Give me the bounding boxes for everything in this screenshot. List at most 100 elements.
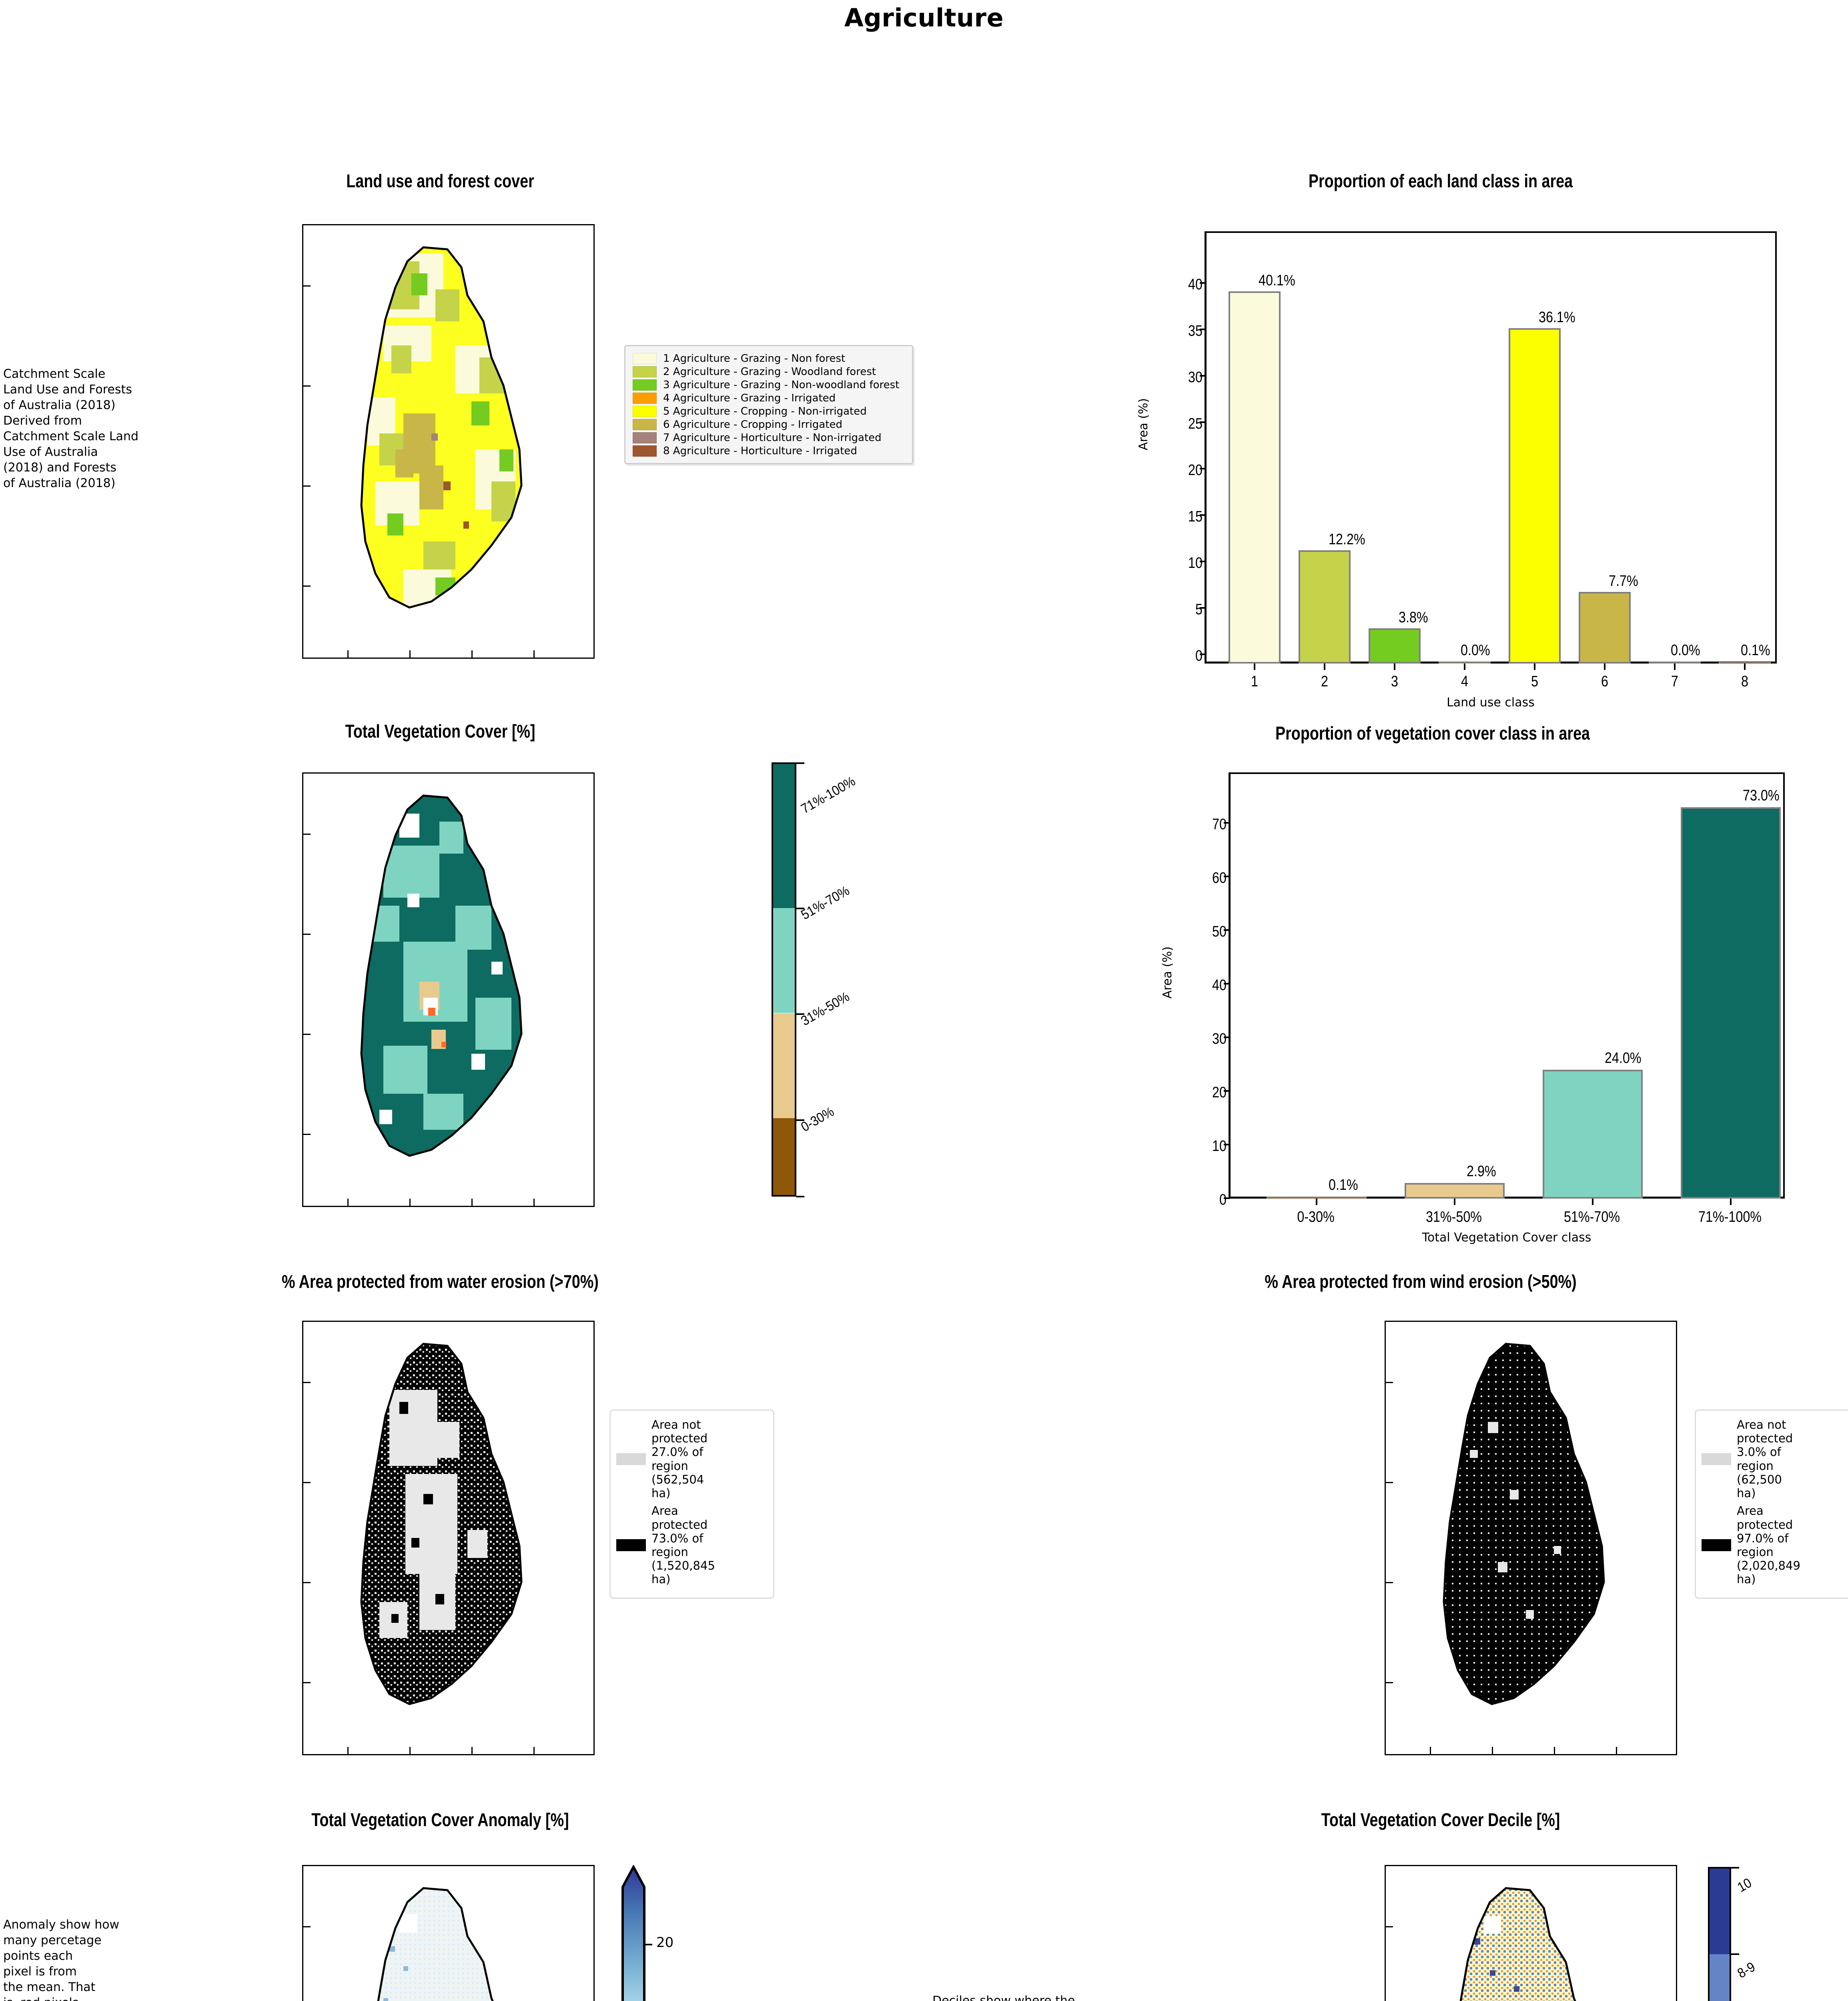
legend-label-protected: Area protected 73.0% of region (1,520,84…: [651, 1504, 715, 1586]
anomaly-raster: [361, 1887, 521, 2001]
y-tick-label: 35: [1188, 323, 1203, 339]
vegcover-colorbar[interactable]: [772, 762, 796, 1197]
bar-value-label: 0.0%: [1671, 642, 1700, 659]
vegcover-chart-title: Proportion of vegetation cover class in …: [1275, 723, 1590, 744]
landuse-chart-title: Proportion of each land class in area: [1308, 170, 1573, 191]
bar-0-30[interactable]: [1267, 1197, 1367, 1199]
water-erosion-map[interactable]: [302, 1321, 595, 1755]
legend-label: 1 Agriculture - Grazing - Non forest: [663, 352, 846, 365]
legend-swatch-protected: [1702, 1539, 1731, 1551]
bar-31-50[interactable]: [1405, 1183, 1505, 1199]
y-tick-label: 25: [1188, 415, 1203, 432]
y-axis-label: Area (%): [1136, 398, 1150, 451]
bar-value-label: 0.1%: [1329, 1177, 1358, 1193]
wind-erosion-title: % Area protected from wind erosion (>50%…: [1265, 1271, 1577, 1292]
bar-value-label: 0.1%: [1741, 642, 1770, 659]
anomaly-colorbar[interactable]: [619, 1865, 647, 2001]
legend-item[interactable]: 4 Agriculture - Grazing - Irrigated: [633, 391, 905, 405]
bar-4[interactable]: [1439, 662, 1491, 664]
landuse-bar-chart[interactable]: 0 5 10 15 20 25 30 35 40 40.1% 12.2% 3.8…: [1136, 216, 1789, 710]
bar-value-label: 40.1%: [1259, 272, 1295, 289]
x-tick-label: 2: [1321, 673, 1328, 690]
legend-label: 6 Agriculture - Cropping - Irrigated: [663, 418, 842, 431]
bar-3[interactable]: [1369, 628, 1421, 664]
legend-swatch: [633, 432, 657, 443]
x-tick-label: 71%-100%: [1698, 1209, 1762, 1225]
anomaly-title: Total Vegetation Cover Anomaly [%]: [311, 1809, 569, 1830]
x-tick-label: 6: [1601, 673, 1608, 690]
bar-2[interactable]: [1299, 550, 1351, 664]
legend-item-protected[interactable]: Area protected 97.0% of region (2,020,84…: [1702, 1504, 1848, 1586]
x-tick-label: 51%-70%: [1563, 1209, 1620, 1225]
wind-erosion-legend[interactable]: Area not protected 3.0% of region (62,50…: [1695, 1410, 1848, 1599]
y-tick-label: 40: [1188, 276, 1203, 293]
colorbar-label: 10: [1735, 1875, 1754, 1895]
colorbar-label: 31%-50%: [798, 989, 852, 1029]
legend-item[interactable]: 6 Agriculture - Cropping - Irrigated: [633, 418, 905, 431]
y-tick-label: 0: [1219, 1191, 1227, 1208]
landuse-map-raster: [360, 246, 523, 609]
vegcover-bar-chart[interactable]: 0 10 20 30 40 50 60 70 0.1% 2.9% 24.0% 7…: [1161, 772, 1789, 1245]
x-tick-label: 8: [1741, 673, 1748, 690]
y-tick-label: 30: [1212, 1031, 1227, 1047]
colorbar-label: 71%-100%: [798, 773, 858, 817]
y-tick-label: 0: [1195, 648, 1203, 664]
bar-7[interactable]: [1649, 662, 1701, 664]
legend-item-not-protected[interactable]: Area not protected 3.0% of region (62,50…: [1702, 1418, 1848, 1500]
bar-6[interactable]: [1579, 592, 1631, 664]
wind-erosion-map[interactable]: [1385, 1321, 1677, 1755]
vegcover-map-title: Total Vegetation Cover [%]: [345, 721, 535, 742]
landuse-map[interactable]: [302, 224, 595, 659]
wind-erosion-raster: [1443, 1343, 1605, 1705]
y-tick-label: 40: [1212, 977, 1227, 994]
decile-map[interactable]: [1385, 1865, 1677, 2001]
bar-value-label: 2.9%: [1467, 1163, 1496, 1180]
colorbar-segment: [1710, 1869, 1730, 1954]
legend-swatch: [633, 419, 657, 430]
plot-area: [1229, 772, 1785, 1199]
legend-item[interactable]: 1 Agriculture - Grazing - Non forest: [633, 352, 905, 365]
legend-swatch: [633, 405, 657, 417]
y-tick-label: 10: [1188, 555, 1203, 571]
water-erosion-legend[interactable]: Area not protected 27.0% of region (562,…: [609, 1410, 774, 1599]
legend-item-not-protected[interactable]: Area not protected 27.0% of region (562,…: [616, 1418, 768, 1500]
legend-label: 2 Agriculture - Grazing - Woodland fores…: [663, 365, 876, 378]
decile-title: Total Vegetation Cover Decile [%]: [1321, 1809, 1560, 1830]
bar-value-label: 36.1%: [1539, 309, 1575, 326]
legend-label-protected: Area protected 97.0% of region (2,020,84…: [1737, 1504, 1800, 1586]
legend-label-not-protected: Area not protected 27.0% of region (562,…: [651, 1418, 708, 1500]
x-tick-label: 7: [1671, 673, 1678, 690]
vegcover-map[interactable]: [302, 772, 595, 1207]
bar-8[interactable]: [1719, 661, 1771, 664]
bar-value-label: 3.8%: [1399, 609, 1428, 626]
legend-swatch-not-protected: [1702, 1453, 1731, 1465]
colorbar-label: 51%-70%: [798, 883, 852, 923]
bar-71-100[interactable]: [1681, 807, 1781, 1199]
x-tick-label: 5: [1531, 673, 1538, 690]
anomaly-note: Anomaly show how many percetage points e…: [3, 1918, 120, 2001]
water-erosion-title: % Area protected from water erosion (>70…: [282, 1271, 599, 1292]
colorbar-segment: [773, 1013, 795, 1119]
bar-5[interactable]: [1509, 328, 1561, 664]
decile-note: Deciles show where the pixel value lies …: [932, 1994, 1075, 2001]
legend-label-not-protected: Area not protected 3.0% of region (62,50…: [1737, 1418, 1793, 1500]
legend-item[interactable]: 7 Agriculture - Horticulture - Non-irrig…: [633, 431, 905, 444]
legend-swatch: [633, 392, 657, 404]
y-tick-label: 50: [1212, 923, 1227, 940]
x-tick-label: 0-30%: [1297, 1209, 1335, 1225]
legend-label: 8 Agriculture - Horticulture - Irrigated: [663, 445, 857, 457]
legend-item-protected[interactable]: Area protected 73.0% of region (1,520,84…: [616, 1504, 768, 1586]
anomaly-map[interactable]: [302, 1865, 595, 2001]
bar-51-70[interactable]: [1543, 1070, 1643, 1199]
y-axis-label: Area (%): [1161, 946, 1175, 999]
legend-item[interactable]: 8 Agriculture - Horticulture - Irrigated: [633, 444, 905, 457]
decile-colorbar[interactable]: [1708, 1867, 1731, 2001]
colorbar-tick-label: 20: [656, 1935, 674, 1951]
bar-1[interactable]: [1229, 291, 1281, 664]
legend-item[interactable]: 3 Agriculture - Grazing - Non-woodland f…: [633, 378, 905, 391]
x-tick-label: 31%-50%: [1425, 1209, 1482, 1225]
legend-item[interactable]: 2 Agriculture - Grazing - Woodland fores…: [633, 365, 905, 378]
landuse-legend[interactable]: 1 Agriculture - Grazing - Non forest 2 A…: [624, 345, 913, 464]
legend-item[interactable]: 5 Agriculture - Cropping - Non-irrigated: [633, 405, 905, 418]
y-tick-label: 70: [1212, 816, 1227, 833]
